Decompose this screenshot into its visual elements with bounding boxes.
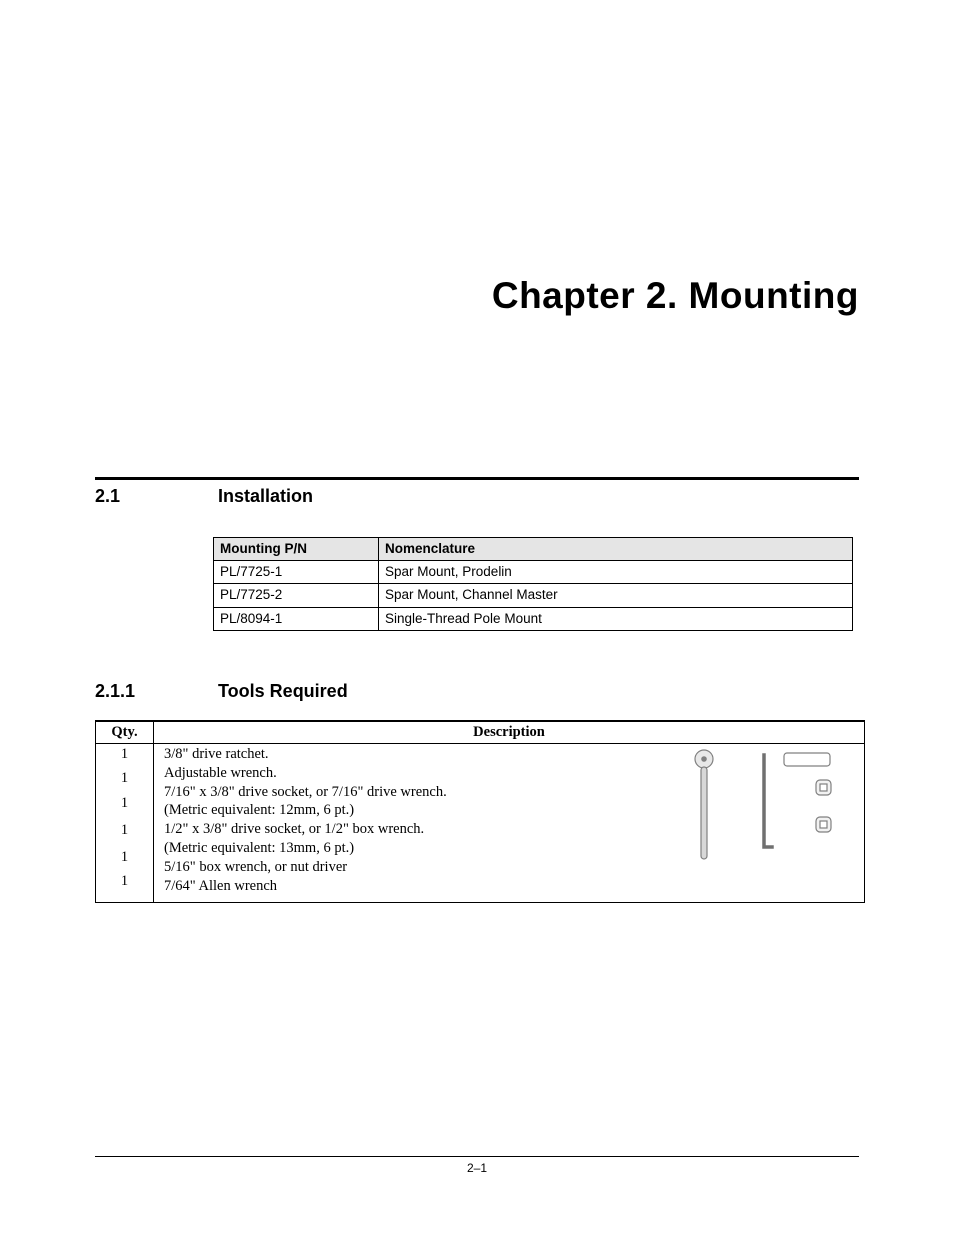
page-number: 2–1 xyxy=(467,1161,487,1175)
section-rule xyxy=(95,477,859,480)
cell-qty: 1 xyxy=(96,768,154,792)
subsection-number: 2.1.1 xyxy=(95,681,213,702)
tools-required-table: Qty. Description 1 3/8" drive ratchet. A… xyxy=(95,720,865,903)
table-row: PL/7725-2 Spar Mount, Channel Master xyxy=(214,584,853,607)
column-header-description: Description xyxy=(154,721,865,744)
cell-nomenclature: Single-Thread Pole Mount xyxy=(379,607,853,630)
column-header-qty: Qty. xyxy=(96,721,154,744)
table-row: 1 3/8" drive ratchet. Adjustable wrench.… xyxy=(96,743,865,768)
cell-qty: 1 xyxy=(96,847,154,871)
cell-qty: 1 xyxy=(96,743,154,768)
section-number: 2.1 xyxy=(95,486,213,507)
cell-qty: 1 xyxy=(96,871,154,902)
cell-nomenclature: Spar Mount, Prodelin xyxy=(379,561,853,584)
column-header-nomenclature: Nomenclature xyxy=(379,538,853,561)
section-heading-installation: 2.1 Installation xyxy=(95,486,859,507)
cell-qty: 1 xyxy=(96,820,154,844)
chapter-title: Chapter 2. Mounting xyxy=(95,275,859,317)
installation-table: Mounting P/N Nomenclature PL/7725-1 Spar… xyxy=(213,537,853,631)
table-header-row: Mounting P/N Nomenclature xyxy=(214,538,853,561)
table-row: PL/8094-1 Single-Thread Pole Mount xyxy=(214,607,853,630)
table-header-row: Qty. Description xyxy=(96,721,865,744)
page-footer: 2–1 xyxy=(95,1156,859,1175)
section-title: Installation xyxy=(218,486,313,506)
tools-illustration-icon xyxy=(686,747,846,867)
cell-mounting-pn: PL/7725-1 xyxy=(214,561,379,584)
installation-table-container: Mounting P/N Nomenclature PL/7725-1 Spar… xyxy=(213,537,859,631)
cell-nomenclature: Spar Mount, Channel Master xyxy=(379,584,853,607)
column-header-mounting-pn: Mounting P/N xyxy=(214,538,379,561)
cell-qty: 1 xyxy=(96,793,154,817)
document-page: Chapter 2. Mounting 2.1 Installation Mou… xyxy=(0,0,954,1235)
cell-mounting-pn: PL/7725-2 xyxy=(214,584,379,607)
table-row: PL/7725-1 Spar Mount, Prodelin xyxy=(214,561,853,584)
cell-description-block: 3/8" drive ratchet. Adjustable wrench. 7… xyxy=(154,743,865,902)
desc-line: 7/64" Allen wrench xyxy=(164,877,854,896)
subsection-title: Tools Required xyxy=(218,681,348,701)
cell-mounting-pn: PL/8094-1 xyxy=(214,607,379,630)
subsection-heading-tools: 2.1.1 Tools Required xyxy=(95,681,859,702)
